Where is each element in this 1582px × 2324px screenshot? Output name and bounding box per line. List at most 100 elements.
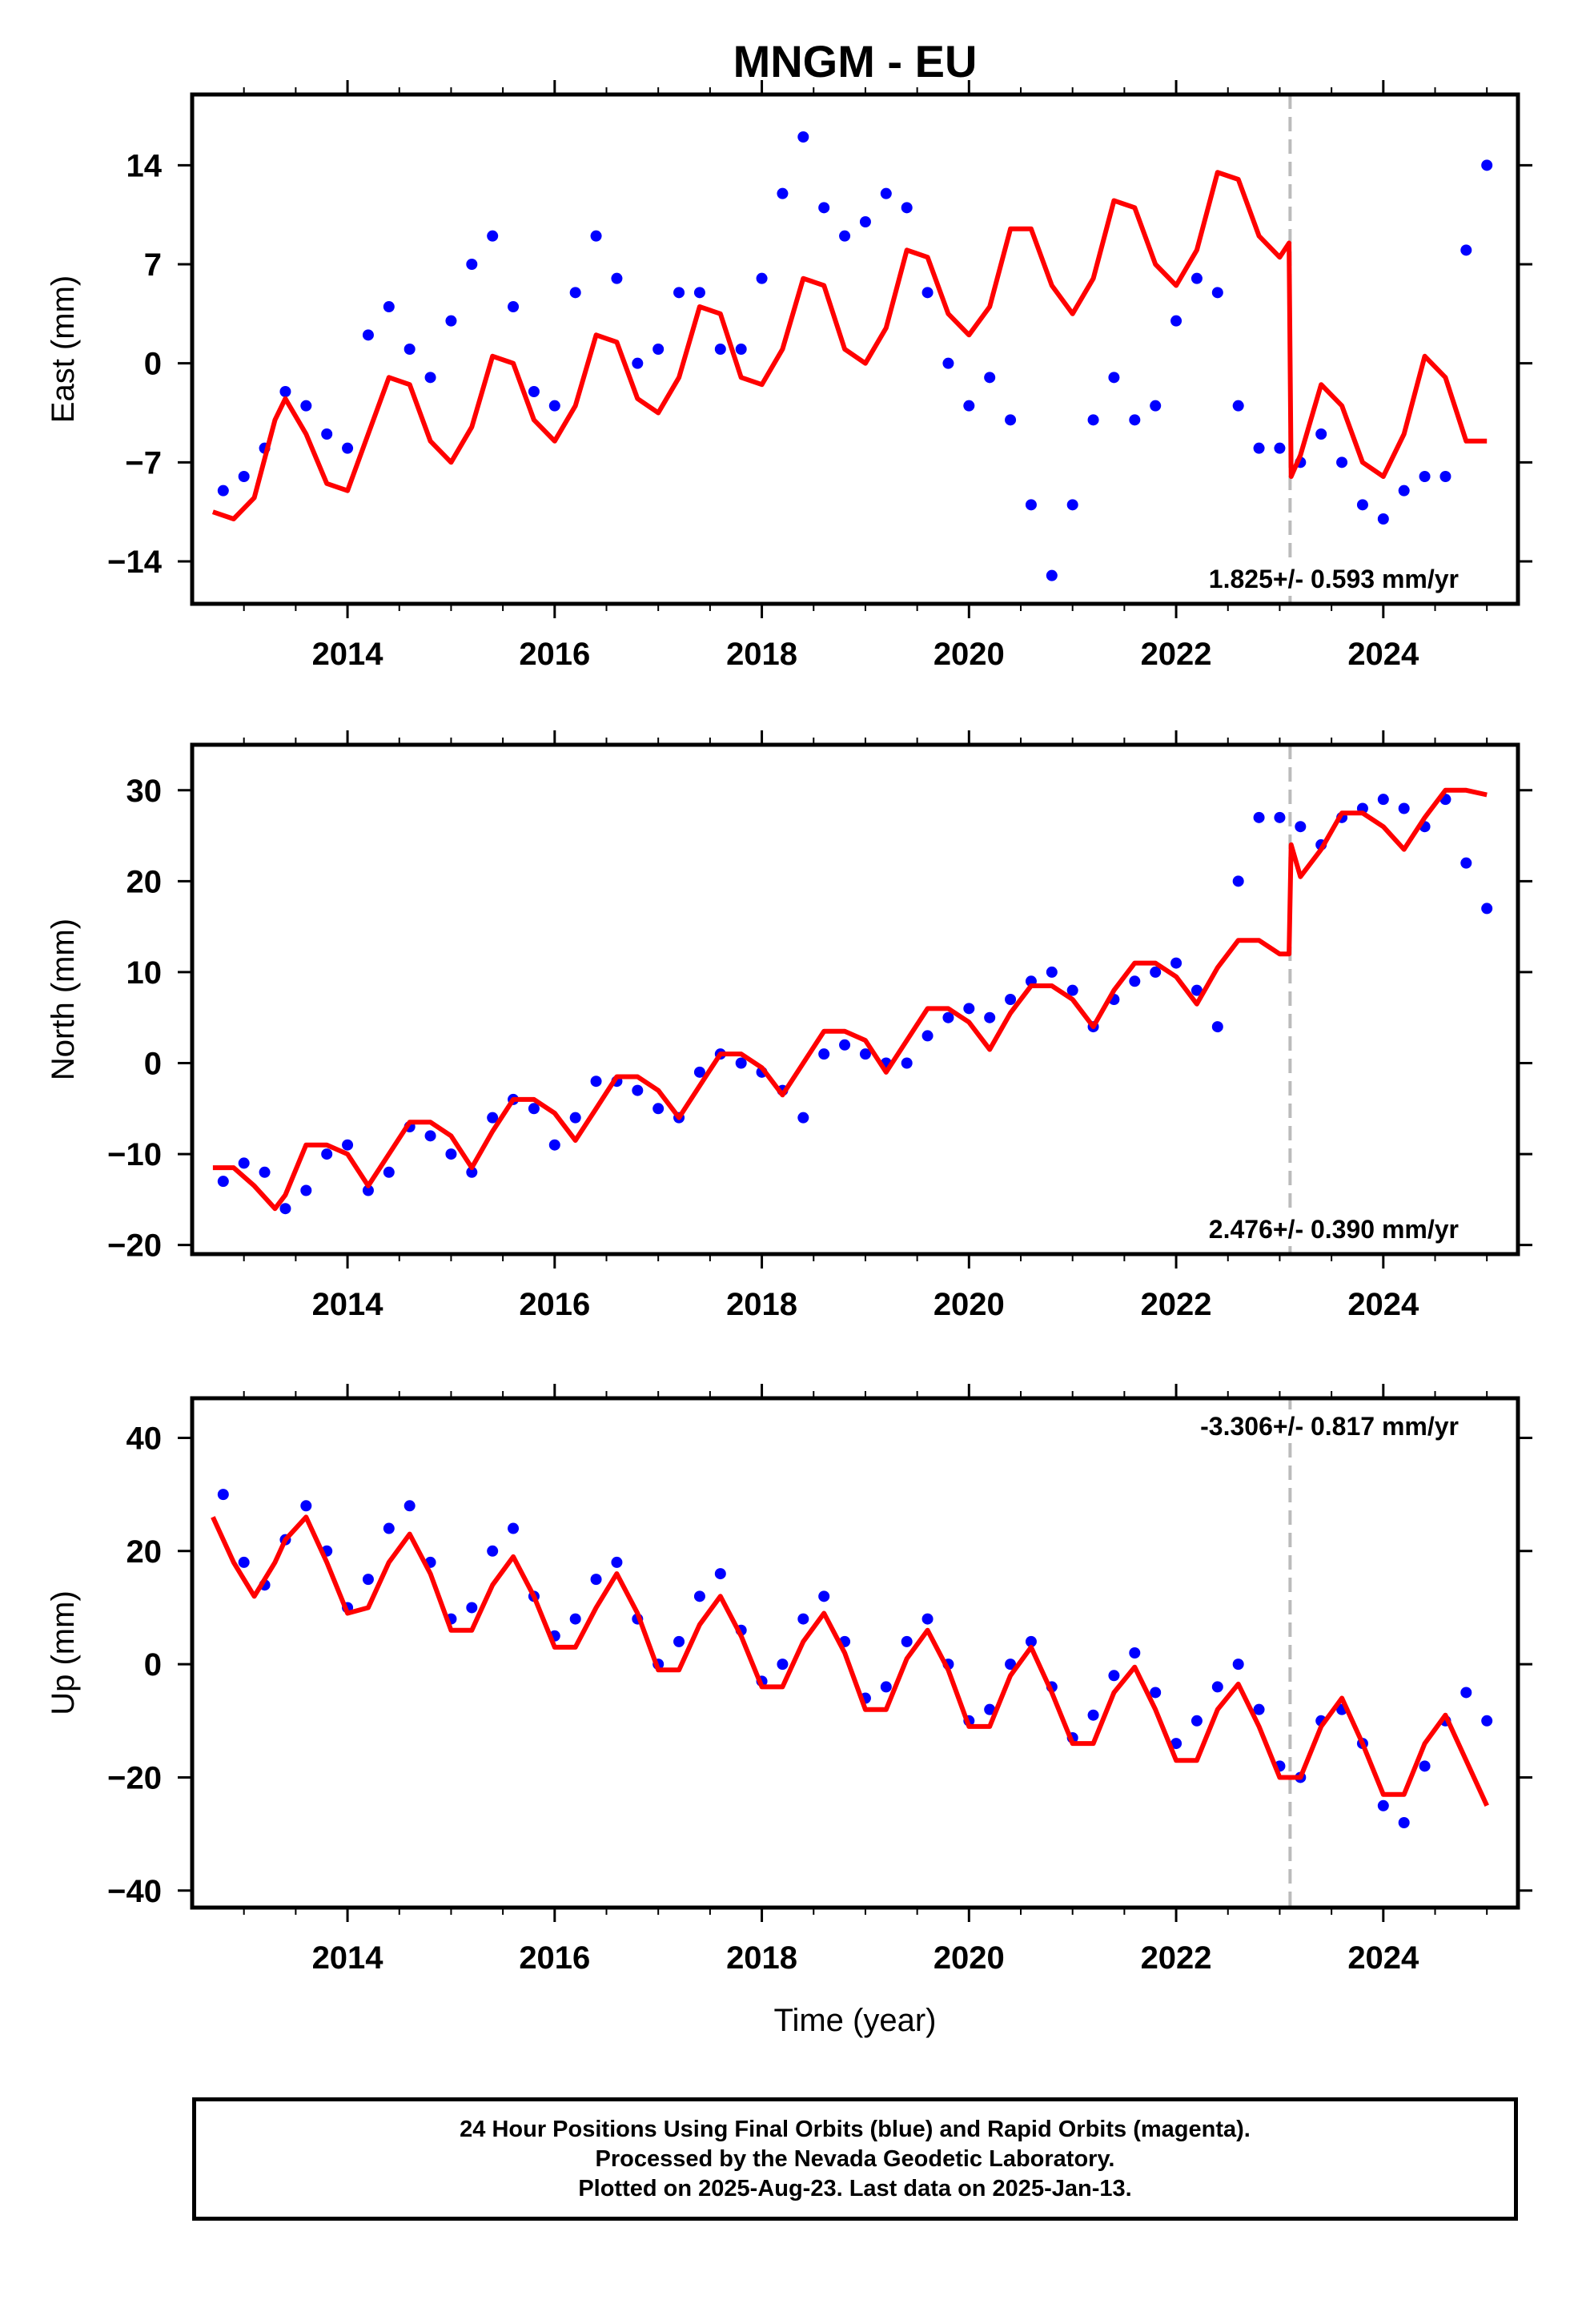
data-point	[238, 1556, 250, 1568]
data-point	[548, 1139, 560, 1151]
data-point	[1108, 1670, 1120, 1682]
data-point	[921, 1030, 934, 1042]
data-point	[487, 1545, 499, 1557]
y-tick-label: 20	[126, 864, 163, 899]
plot-area	[212, 745, 1493, 1254]
data-point	[942, 1011, 954, 1023]
x-tick-label: 2014	[312, 637, 384, 672]
y-tick-label: 0	[144, 1047, 162, 1082]
data-point	[1087, 1709, 1099, 1721]
data-point	[1295, 821, 1307, 833]
data-point	[1211, 1681, 1223, 1693]
data-point	[279, 1203, 291, 1215]
data-point	[1460, 1687, 1472, 1699]
rate-annotation-bg	[1166, 1212, 1464, 1246]
data-point	[1315, 428, 1327, 440]
data-point	[1046, 569, 1058, 581]
data-point	[1191, 1715, 1203, 1727]
x-tick-label: 2016	[519, 1287, 590, 1322]
data-point	[1398, 485, 1410, 497]
data-point	[797, 131, 809, 143]
data-point	[797, 1613, 809, 1625]
data-point	[1191, 984, 1203, 996]
x-tick-label: 2016	[519, 1940, 590, 1976]
data-point	[217, 485, 229, 497]
data-point	[1129, 975, 1141, 987]
x-tick-label: 2024	[1347, 1287, 1419, 1322]
data-point	[1460, 857, 1472, 869]
x-tick-label: 2020	[934, 1940, 1005, 1976]
footer-line-dates: Plotted on 2025-Aug-23. Last data on 202…	[578, 2175, 1132, 2201]
rate-annotation: 1.825+/- 0.593 mm/yr	[1209, 565, 1459, 593]
footer-line-orbits: 24 Hour Positions Using Final Orbits (bl…	[460, 2116, 1251, 2142]
data-point	[1005, 1659, 1017, 1671]
data-point	[1025, 1635, 1037, 1647]
data-point	[362, 329, 374, 341]
x-tick-label: 2022	[1141, 1940, 1212, 1976]
data-point	[362, 1184, 374, 1196]
data-point	[632, 1084, 644, 1096]
data-point	[1336, 456, 1348, 468]
data-point	[942, 357, 954, 369]
data-point	[404, 1500, 416, 1512]
data-point	[445, 315, 457, 327]
plot-area	[211, 1398, 1493, 1908]
data-point	[238, 471, 250, 482]
data-point	[1170, 1738, 1182, 1750]
y-tick-label: 0	[144, 347, 162, 382]
data-point	[383, 1166, 395, 1178]
rate-annotation: -3.306+/- 0.817 mm/yr	[1200, 1412, 1459, 1441]
x-tick-label: 2024	[1347, 1940, 1419, 1976]
data-point	[673, 1635, 685, 1647]
data-point	[1150, 400, 1162, 412]
data-point	[1253, 442, 1265, 454]
data-point	[839, 1039, 851, 1051]
data-point	[1170, 957, 1182, 969]
data-point	[921, 287, 934, 299]
y-tick-label: −14	[107, 545, 163, 580]
data-point	[569, 1613, 581, 1625]
y-tick-label: 10	[126, 955, 163, 991]
y-tick-label: −40	[107, 1874, 162, 1909]
data-point	[839, 230, 851, 242]
data-point	[901, 1057, 913, 1069]
data-point	[1356, 499, 1368, 511]
data-point	[342, 1139, 354, 1151]
x-tick-label: 2016	[519, 637, 590, 672]
data-point	[508, 1522, 520, 1534]
data-point	[901, 202, 913, 214]
data-point	[383, 301, 395, 312]
data-point	[714, 1568, 726, 1580]
x-tick-label: 2020	[934, 1287, 1005, 1322]
y-tick-label: 20	[126, 1534, 163, 1570]
data-point	[1025, 499, 1037, 511]
plot-frame	[190, 1396, 1520, 1910]
data-point	[984, 1011, 996, 1023]
y-axis-label: East (mm)	[46, 275, 81, 423]
data-point	[901, 1635, 913, 1647]
data-point	[859, 216, 871, 227]
data-point	[921, 1613, 934, 1625]
data-point	[1419, 471, 1431, 482]
data-point	[1398, 1817, 1410, 1828]
y-tick-label: 14	[126, 148, 163, 183]
panel-east: 2014 2016 2018 2020 2022 2024 −14 −7 0 7 14 East (m…	[46, 80, 1532, 672]
data-point	[880, 187, 892, 199]
chart-title: MNGM - EU	[733, 36, 978, 86]
data-point	[632, 357, 644, 369]
data-point	[735, 344, 747, 355]
data-point	[963, 1003, 975, 1015]
data-point	[1460, 244, 1472, 256]
data-point	[1108, 372, 1120, 384]
model-curve	[211, 1514, 1489, 1807]
data-point	[818, 1590, 830, 1602]
x-axis-label: Time (year)	[774, 2003, 937, 2038]
data-point	[279, 386, 291, 397]
data-point	[528, 386, 540, 397]
data-point	[590, 230, 602, 242]
data-point	[362, 1574, 374, 1586]
data-point	[1274, 811, 1286, 823]
model-curve	[212, 787, 1488, 1212]
data-point	[1253, 1703, 1265, 1715]
